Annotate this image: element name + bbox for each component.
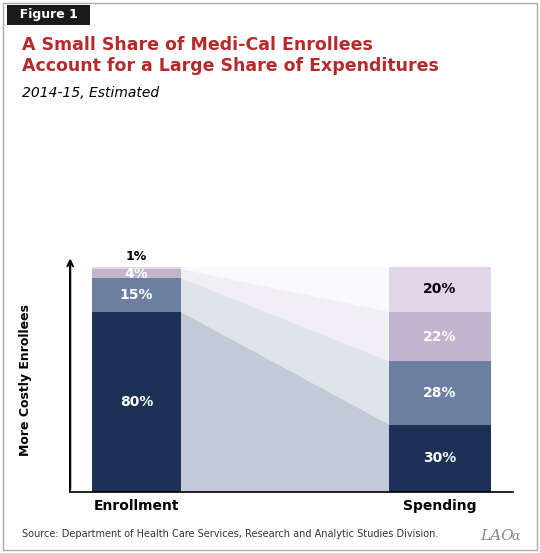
Text: 20%: 20% [423,283,457,296]
Polygon shape [181,267,389,312]
Bar [389,267,491,312]
Polygon shape [181,269,389,362]
Text: 2014-15, Estimated: 2014-15, Estimated [22,86,159,100]
Text: Source: Department of Health Care Services, Research and Analytic Studies Divisi: Source: Department of Health Care Servic… [22,529,438,539]
Bar [92,278,181,312]
Text: 30%: 30% [423,451,456,466]
Polygon shape [181,312,389,492]
Text: 80%: 80% [120,395,153,409]
Polygon shape [181,278,389,425]
Text: 22%: 22% [423,330,457,344]
Text: 1%: 1% [126,251,147,263]
Text: More Costly Enrollees: More Costly Enrollees [19,304,32,456]
Text: LAO: LAO [480,529,514,543]
Bar [389,425,491,492]
Bar [389,362,491,425]
Bar [389,312,491,362]
Text: α: α [511,530,520,543]
Text: 4%: 4% [125,267,148,280]
Bar [92,269,181,278]
Text: A Small Share of Medi-Cal Enrollees
Account for a Large Share of Expenditures: A Small Share of Medi-Cal Enrollees Acco… [22,36,438,75]
Bar [92,312,181,492]
Bar [92,267,181,269]
Text: 28%: 28% [423,386,457,400]
Text: 15%: 15% [120,288,153,302]
Text: Figure 1: Figure 1 [11,8,86,22]
